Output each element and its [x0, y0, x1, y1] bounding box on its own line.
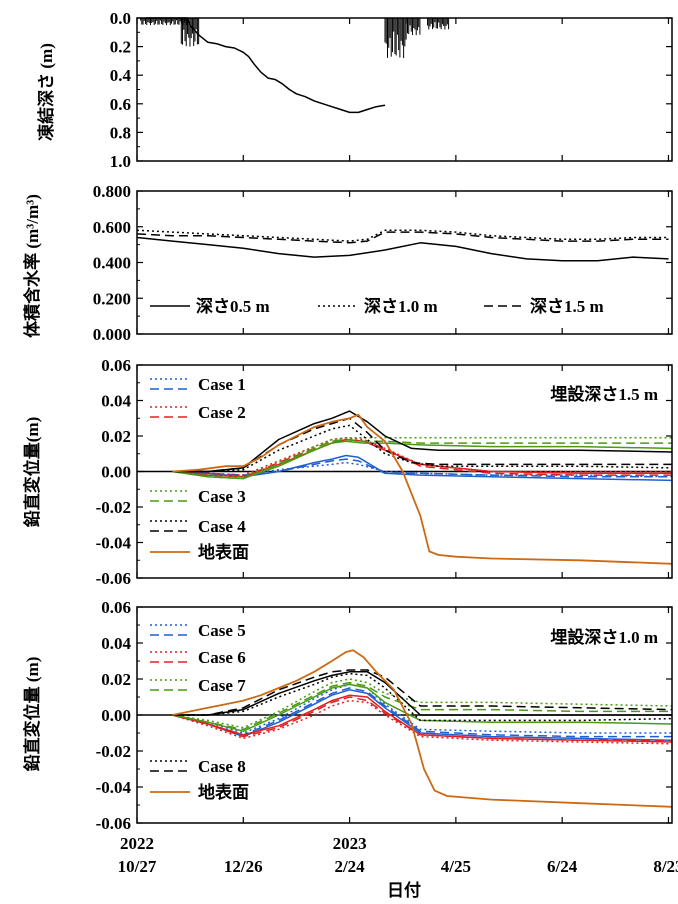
- y-tick-label: 0.800: [93, 182, 131, 201]
- series-line-Case-4-dot: [172, 424, 673, 473]
- panel-water-content: 体積含水率 (m³/m³) 0.0000.2000.4000.6000.800 …: [22, 182, 673, 344]
- x-tick-date: 4/25: [441, 857, 471, 876]
- series-line-深さ1.0-m-dot: [136, 229, 669, 242]
- x-axis-label: 日付: [387, 880, 421, 900]
- x-tick-date: 10/27: [118, 857, 157, 876]
- panel-displacement-1.5m: 鉛直変位量(m) 0.06 0.04 0.02 0.00 -0.02 -0.04 -0.06…: [22, 356, 673, 588]
- y-tick-label: 0.00: [101, 706, 131, 725]
- x-tick-year: 2022: [120, 834, 154, 853]
- y-tick-label: 0.400: [93, 254, 131, 273]
- y-tick-label: -0.04: [96, 534, 132, 553]
- displacement-ylabel: 鉛直変位量 (m): [22, 657, 42, 772]
- x-tick-date: 6/24: [547, 857, 578, 876]
- series-line-Case-4-solid: [172, 410, 673, 473]
- series-line-地表面-solid: [172, 413, 673, 565]
- x-tick-date: 2/24: [334, 857, 365, 876]
- legend-label-Case-6: Case 6: [198, 648, 246, 667]
- legend-label-surface: 地表面: [198, 542, 249, 562]
- panel-frame: [136, 606, 673, 824]
- legend-label-Case-7: Case 7: [198, 676, 246, 695]
- series-line-Case-6-dash: [172, 696, 672, 741]
- x-axis-tick-labels: 2022 10/27 12/26 2023 2/24 4/25 6/24 8/23: [118, 834, 678, 876]
- y-tick-label: -0.06: [96, 814, 131, 833]
- series-line-Case-8-dot: [172, 672, 673, 722]
- y-tick-label: 0.00: [101, 463, 131, 482]
- panel-frame: [136, 17, 673, 162]
- y-tick-label: 0.02: [101, 427, 131, 446]
- burial-depth-annotation: 埋設深さ1.5 m: [550, 384, 658, 404]
- y-tick-label: -0.02: [96, 498, 131, 517]
- y-tick-label: 0.600: [93, 218, 131, 237]
- series-line-地表面-solid: [172, 649, 673, 808]
- y-tick-label: 0.000: [93, 325, 131, 344]
- y-tick-label: 0.6: [110, 95, 131, 114]
- legend-depth-1.5: 深さ1.5 m: [530, 296, 604, 316]
- legend-label-surface: 地表面: [198, 782, 249, 802]
- x-tick-year: 2023: [333, 834, 367, 853]
- legend-label-Case-3: Case 3: [198, 487, 246, 506]
- y-tick-label: 0.06: [101, 356, 131, 375]
- y-tick-label: 0.04: [101, 634, 131, 653]
- burial-depth-annotation: 埋設深さ1.0 m: [550, 627, 658, 647]
- y-tick-label: -0.06: [96, 569, 131, 588]
- panel-frost-depth: 凍結深さ (m) 0.0 0.2 0.4 0.6 0.8 1.0: [36, 9, 673, 171]
- y-tick-label: 0.0: [110, 9, 131, 28]
- series-line-frost-depth-solid: [145, 17, 386, 114]
- y-tick-label: 0.8: [110, 123, 131, 142]
- x-tick-date: 8/23: [653, 857, 678, 876]
- y-tick-label: 1.0: [110, 152, 131, 171]
- water-content-legend: 深さ0.5 m 深さ1.0 m 深さ1.5 m: [150, 296, 604, 316]
- series-line-Case-8-solid: [172, 671, 672, 716]
- series-line-深さ1.5-m-dash: [136, 231, 669, 244]
- series-line-Case-7-solid: [172, 683, 673, 732]
- legend-label-Case-1: Case 1: [198, 375, 246, 394]
- water-content-ylabel: 体積含水率 (m³/m³): [22, 194, 42, 338]
- legend-label-Case-5: Case 5: [198, 621, 246, 640]
- y-tick-label: 0.4: [110, 66, 132, 85]
- x-tick-date: 12/26: [224, 857, 263, 876]
- legend-depth-0.5: 深さ0.5 m: [196, 296, 270, 316]
- legend-label-Case-4: Case 4: [198, 517, 246, 536]
- y-tick-label: 0.02: [101, 670, 131, 689]
- y-tick-label: -0.04: [96, 778, 132, 797]
- y-tick-label: -0.02: [96, 742, 131, 761]
- y-tick-label: 0.04: [101, 392, 131, 411]
- series-line-Case-7-dash: [172, 681, 672, 731]
- y-tick-label: 0.200: [93, 289, 131, 308]
- series-line-Case-8-dash: [172, 669, 673, 716]
- legend-depth-1.0: 深さ1.0 m: [364, 296, 438, 316]
- series-line-Case-7-dot: [172, 678, 673, 729]
- series-line-深さ0.5-m-solid: [136, 236, 669, 262]
- series-line-Case-3-dash: [172, 438, 672, 480]
- legend-label-Case-2: Case 2: [198, 403, 246, 422]
- y-tick-label: 0.2: [110, 38, 131, 57]
- legend-label-Case-8: Case 8: [198, 757, 246, 776]
- frost-depth-ylabel: 凍結深さ (m): [36, 43, 56, 141]
- panel-frame: [136, 364, 673, 579]
- y-tick-label: 0.06: [101, 598, 131, 617]
- series-line-Case-3-dot: [172, 437, 672, 478]
- displacement-ylabel: 鉛直変位量(m): [22, 417, 42, 527]
- panel-frame: [136, 190, 673, 335]
- panel-displacement-1.0m: 鉛直変位量 (m) 0.06 0.04 0.02 0.00 -0.02 -0.04 -0.0…: [22, 598, 673, 833]
